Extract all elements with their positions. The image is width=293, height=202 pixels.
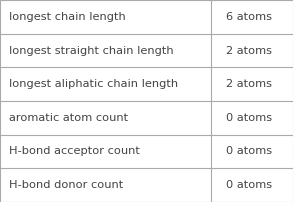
Text: 0 atoms: 0 atoms xyxy=(226,146,272,157)
Text: H-bond acceptor count: H-bond acceptor count xyxy=(9,146,140,157)
Text: 2 atoms: 2 atoms xyxy=(226,79,272,89)
Text: aromatic atom count: aromatic atom count xyxy=(9,113,128,123)
Text: longest straight chain length: longest straight chain length xyxy=(9,45,173,56)
Text: 2 atoms: 2 atoms xyxy=(226,45,272,56)
Text: 6 atoms: 6 atoms xyxy=(226,12,272,22)
Text: longest aliphatic chain length: longest aliphatic chain length xyxy=(9,79,178,89)
Text: H-bond donor count: H-bond donor count xyxy=(9,180,123,190)
Text: 0 atoms: 0 atoms xyxy=(226,113,272,123)
Text: 0 atoms: 0 atoms xyxy=(226,180,272,190)
Text: longest chain length: longest chain length xyxy=(9,12,125,22)
